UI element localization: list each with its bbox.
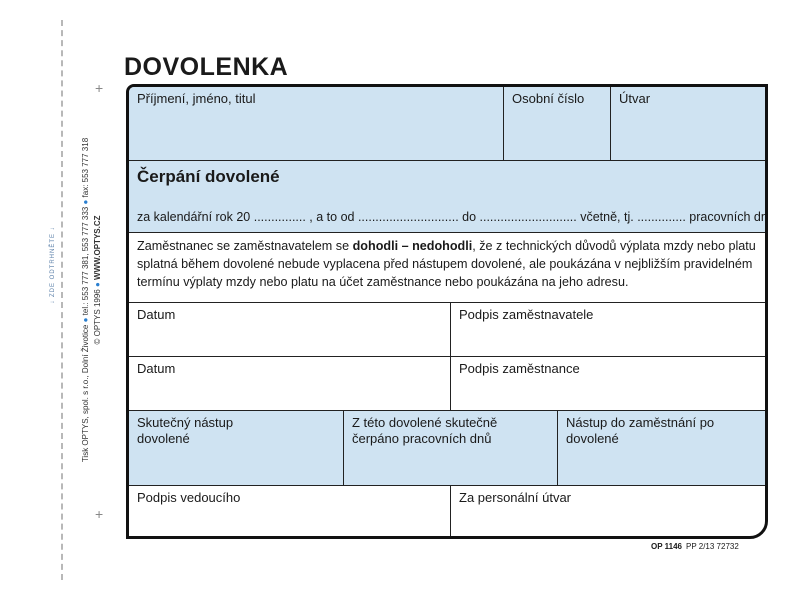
employer-signature-field[interactable]: Podpis zaměstnavatele [450,302,765,356]
copyright: © OPTYS 1996 [93,289,102,345]
actual-start-label: Skutečný nástup dovolené [137,415,234,446]
printer-fax: fax: 553 777 318 [81,137,90,198]
printer-tel: tel.: 553 777 381, 553 777 333 [81,206,90,316]
employer-signature-label: Podpis zaměstnavatele [459,307,594,322]
days-taken-label: Z této dovolené skutečně čerpáno pracovn… [352,415,498,446]
section-heading: Čerpání dovolené [137,167,280,186]
manager-signature-field[interactable]: Podpis vedoucího [129,485,450,536]
registration-mark: + [95,80,104,96]
agreement-prefix: Zaměstnanec se zaměstnavatelem se [137,239,353,253]
printer-name: Tisk OPTYS, spol. s r.o., Dolní Životice [81,324,90,463]
cut-here-text: ZDE ODTRHNĚTE [50,233,56,297]
days-taken-field[interactable]: Z této dovolené skutečně čerpáno pracovn… [343,410,557,485]
actual-start-field[interactable]: Skutečný nástup dovolené [129,410,343,485]
employee-signature-field[interactable]: Podpis zaměstnance [450,356,765,410]
printer-info: Tisk OPTYS, spol. s r.o., Dolní Životice… [81,137,102,463]
manager-signature-label: Podpis vedoucího [137,490,241,505]
personal-number-field[interactable]: Osobní číslo [503,87,610,160]
date-label: Datum [137,307,176,322]
name-label: Příjmení, jméno, titul [137,91,256,106]
cut-here-note: ↓ ZDE ODTRHNĚTE ↓ [50,226,56,304]
leave-period-line[interactable]: za kalendářní rok 20 ............... , a… [137,210,768,224]
registration-mark: + [95,506,104,522]
agreement-text: Zaměstnanec se zaměstnavatelem se dohodl… [129,232,765,302]
tear-line [61,20,63,580]
form-code: OP 1146 PP 2/13 72732 [651,542,739,551]
date-field-1[interactable]: Datum [129,302,450,356]
page-title: DOVOLENKA [124,53,289,81]
date-label: Datum [137,361,176,376]
hr-label: Za personální útvar [459,490,572,505]
hr-field[interactable]: Za personální útvar [450,485,765,536]
name-field[interactable]: Příjmení, jméno, titul [129,87,503,160]
agreement-choice[interactable]: dohodli – nedohodli [352,239,473,253]
print-info: PP 2/13 72732 [686,542,739,551]
return-field[interactable]: Nástup do zaměstnání po dovolené [557,410,765,485]
leave-form: Příjmení, jméno, titul Osobní číslo Útva… [126,84,768,539]
employee-signature-label: Podpis zaměstnance [459,361,580,376]
agreement-suffix: , že z technických důvodů výplata mzdy n… [137,239,756,289]
personal-number-label: Osobní číslo [512,91,585,106]
return-label: Nástup do zaměstnání po dovolené [566,415,715,446]
form-number: OP 1146 [651,542,682,551]
leave-section: Čerpání dovolené za kalendářní rok 20 ..… [129,160,768,232]
department-label: Útvar [619,91,651,106]
date-field-2[interactable]: Datum [129,356,450,410]
department-field[interactable]: Útvar [610,87,765,160]
website: WWW.OPTYS.CZ [93,215,102,280]
